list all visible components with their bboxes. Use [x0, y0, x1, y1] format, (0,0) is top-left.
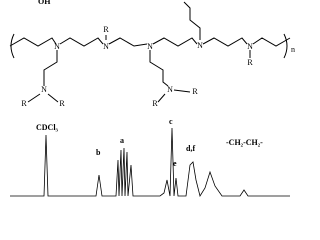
backbone — [9, 37, 291, 47]
structure: OH N N N N N N N N R R R R R R R n — [9, 0, 295, 108]
r-label: R — [152, 99, 158, 108]
branch-center-r — [157, 89, 191, 103]
peak-label: d,f — [186, 144, 195, 153]
branch-left — [43, 50, 58, 86]
spectrum: CDCl₃ b a c e d,f -CH₂-CH₂- — [10, 117, 290, 198]
peak-label: -CH₂-CH₂- — [226, 138, 263, 147]
r-bonds — [105, 35, 251, 58]
r-label: R — [247, 58, 253, 67]
peak-label: e — [173, 159, 177, 168]
r-label: R — [103, 25, 109, 34]
branch-up — [183, 1, 201, 40]
atom: N — [167, 85, 173, 94]
r-label: R — [21, 99, 27, 108]
bracket-right — [283, 33, 288, 59]
r-label: R — [192, 87, 198, 96]
atom: N — [197, 41, 203, 50]
peak-label: c — [169, 117, 173, 126]
branch-center — [149, 50, 169, 87]
atom: N — [103, 42, 109, 51]
peak-label: a — [120, 136, 124, 145]
branch-left-r — [27, 93, 59, 103]
top-label: OH — [38, 0, 51, 6]
bracket-left — [10, 33, 15, 59]
figure: OH N N N N N N N N R R R R R R R n CDCl₃… — [9, 0, 295, 198]
peak-label: b — [96, 148, 101, 157]
r-label: R — [59, 99, 65, 108]
atom: N — [41, 85, 47, 94]
peak-label: CDCl₃ — [36, 123, 59, 132]
repeat-subscript: n — [291, 45, 295, 54]
atom: N — [54, 42, 60, 51]
spectrum-trace — [10, 127, 290, 198]
atom: N — [247, 42, 253, 51]
atom: N — [147, 42, 153, 51]
